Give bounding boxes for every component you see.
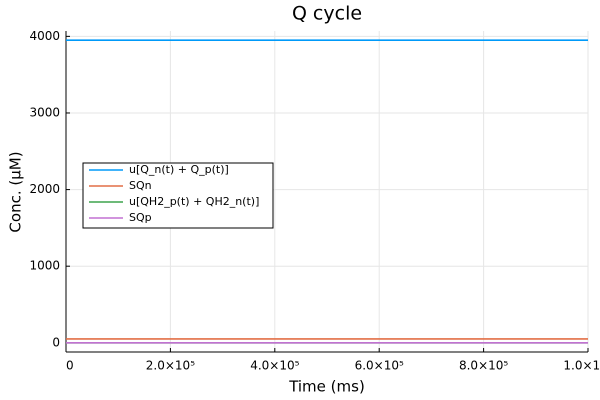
x-tick-label: 1.0×10⁶ <box>563 359 600 373</box>
y-tick-label: 0 <box>52 335 60 349</box>
x-tick-label: 4.0×10⁵ <box>250 359 299 373</box>
legend-box <box>82 162 274 229</box>
x-axis-label: Time (ms) <box>288 378 365 396</box>
legend-label: SQn <box>129 179 152 192</box>
legend-label: SQp <box>129 211 152 224</box>
x-tick-label: 6.0×10⁵ <box>355 359 404 373</box>
x-tick-label: 2.0×10⁵ <box>146 359 195 373</box>
y-tick-label: 2000 <box>29 182 60 196</box>
y-tick-label: 1000 <box>29 259 60 273</box>
x-tick-label: 8.0×10⁵ <box>459 359 508 373</box>
y-tick-label: 3000 <box>29 105 60 119</box>
y-axis-label: Conc. (μM) <box>7 151 25 232</box>
y-tick-label: 4000 <box>29 29 60 43</box>
legend-label: u[Q_n(t) + Q_p(t)] <box>129 163 229 176</box>
x-tick-label: 0 <box>66 359 74 373</box>
legend-label: u[QH2_p(t) + QH2_n(t)] <box>129 195 259 208</box>
chart-title: Q cycle <box>292 3 362 25</box>
